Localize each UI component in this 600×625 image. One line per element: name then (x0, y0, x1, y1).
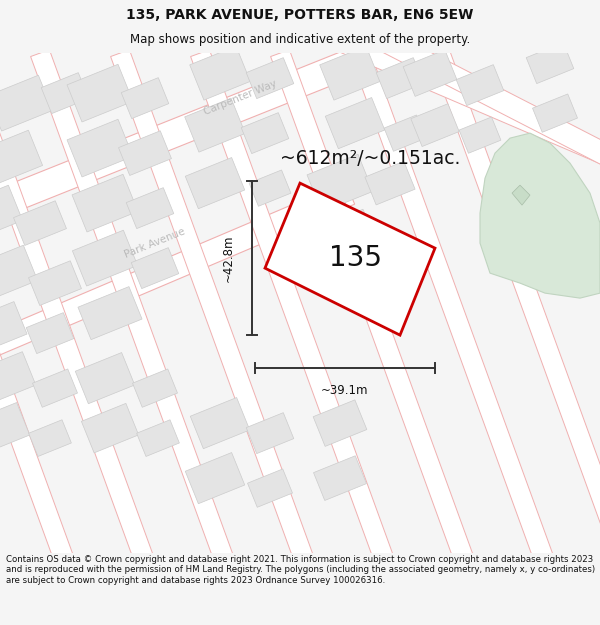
Text: ~42.8m: ~42.8m (221, 234, 235, 282)
Polygon shape (249, 170, 291, 206)
Polygon shape (137, 420, 179, 456)
Polygon shape (384, 115, 426, 151)
Polygon shape (67, 119, 133, 177)
Text: Contains OS data © Crown copyright and database right 2021. This information is : Contains OS data © Crown copyright and d… (6, 555, 595, 585)
Text: Carpenter Way: Carpenter Way (202, 79, 278, 118)
Polygon shape (526, 42, 574, 84)
Polygon shape (0, 182, 355, 374)
Polygon shape (246, 412, 294, 454)
Polygon shape (126, 188, 174, 229)
Polygon shape (32, 369, 77, 408)
Polygon shape (31, 50, 250, 606)
Polygon shape (271, 50, 490, 606)
Polygon shape (0, 75, 53, 131)
Polygon shape (0, 245, 38, 301)
Polygon shape (133, 369, 178, 408)
Polygon shape (121, 78, 169, 119)
Polygon shape (365, 161, 415, 205)
Polygon shape (75, 352, 135, 404)
Text: ~39.1m: ~39.1m (321, 384, 369, 397)
Polygon shape (345, 13, 600, 213)
Polygon shape (480, 133, 600, 298)
Polygon shape (110, 50, 329, 606)
Polygon shape (26, 312, 74, 354)
Polygon shape (241, 112, 289, 154)
Polygon shape (459, 117, 501, 153)
Text: 135, PARK AVENUE, POTTERS BAR, EN6 5EW: 135, PARK AVENUE, POTTERS BAR, EN6 5EW (127, 8, 473, 22)
Polygon shape (0, 10, 455, 236)
Polygon shape (78, 287, 142, 339)
Polygon shape (0, 302, 27, 354)
Polygon shape (456, 64, 504, 106)
Polygon shape (0, 185, 23, 241)
Text: Park Avenue: Park Avenue (123, 226, 187, 260)
Polygon shape (313, 400, 367, 446)
Polygon shape (72, 174, 138, 232)
Text: ~612m²/~0.151ac.: ~612m²/~0.151ac. (280, 149, 460, 168)
Polygon shape (185, 158, 245, 209)
Polygon shape (131, 248, 179, 289)
Polygon shape (533, 94, 577, 132)
Polygon shape (29, 261, 82, 306)
Polygon shape (296, 13, 600, 183)
Polygon shape (82, 403, 139, 453)
Polygon shape (512, 185, 530, 205)
Polygon shape (265, 183, 435, 335)
Polygon shape (320, 46, 380, 100)
Polygon shape (314, 456, 367, 501)
Polygon shape (411, 104, 459, 146)
Polygon shape (119, 131, 172, 176)
Polygon shape (312, 209, 378, 267)
Polygon shape (185, 98, 245, 152)
Polygon shape (191, 50, 409, 606)
Polygon shape (67, 64, 133, 122)
Polygon shape (29, 420, 71, 456)
Polygon shape (0, 402, 30, 454)
Polygon shape (0, 50, 89, 606)
Polygon shape (0, 352, 36, 404)
Polygon shape (0, 130, 43, 186)
Polygon shape (41, 72, 89, 114)
Polygon shape (350, 50, 569, 606)
Polygon shape (248, 469, 292, 508)
Polygon shape (14, 201, 67, 246)
Polygon shape (0, 50, 169, 606)
Polygon shape (325, 98, 385, 149)
Polygon shape (190, 46, 250, 100)
Text: Map shows position and indicative extent of the property.: Map shows position and indicative extent… (130, 33, 470, 46)
Polygon shape (246, 58, 294, 99)
Polygon shape (73, 230, 137, 286)
Polygon shape (190, 398, 250, 449)
Polygon shape (431, 50, 600, 606)
Polygon shape (307, 154, 373, 212)
Polygon shape (185, 452, 245, 504)
Text: 135: 135 (329, 244, 382, 272)
Polygon shape (403, 50, 457, 96)
Polygon shape (376, 58, 424, 99)
